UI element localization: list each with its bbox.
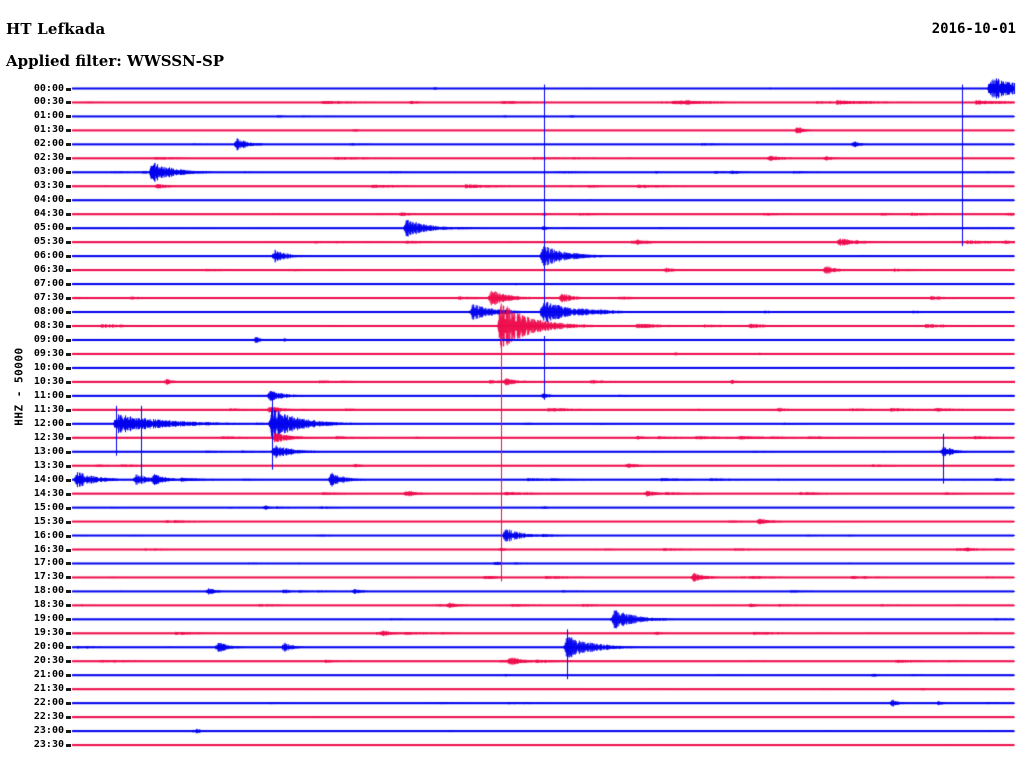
row-tick — [66, 604, 71, 608]
row-tick — [66, 394, 71, 398]
row-tick — [66, 185, 71, 189]
row-tick — [66, 716, 71, 720]
row-tick — [66, 87, 71, 91]
row-tick — [66, 674, 71, 678]
row-tick — [66, 506, 71, 510]
row-tick — [66, 660, 71, 664]
station-title: HT Lefkada — [6, 20, 106, 38]
row-tick — [66, 241, 71, 245]
helicorder-plot: 00:0000:3001:0001:3002:0002:3003:0003:30… — [0, 78, 1024, 772]
seismic-trace-canvas — [0, 78, 1024, 772]
row-tick — [66, 101, 71, 105]
applied-filter-label: Applied filter: WWSSN-SP — [6, 52, 225, 70]
row-tick — [66, 562, 71, 566]
row-tick — [66, 143, 71, 147]
row-tick — [66, 129, 71, 133]
row-tick — [66, 618, 71, 622]
row-tick — [66, 324, 71, 328]
row-tick — [66, 338, 71, 342]
row-tick — [66, 492, 71, 496]
record-date: 2016-10-01 — [931, 21, 1016, 37]
row-tick — [66, 115, 71, 119]
row-tick — [66, 227, 71, 231]
row-tick — [66, 632, 71, 636]
row-tick — [66, 520, 71, 524]
row-tick — [66, 297, 71, 301]
row-tick — [66, 255, 71, 259]
row-tick — [66, 590, 71, 594]
row-tick — [66, 534, 71, 538]
row-tick — [66, 283, 71, 287]
row-tick — [66, 730, 71, 734]
row-tick — [66, 366, 71, 370]
row-tick — [66, 688, 71, 692]
row-tick — [66, 464, 71, 468]
row-tick — [66, 380, 71, 384]
row-tick — [66, 171, 71, 175]
row-tick — [66, 548, 71, 552]
row-tick — [66, 702, 71, 706]
row-tick — [66, 157, 71, 161]
row-tick — [66, 450, 71, 454]
row-tick — [66, 269, 71, 273]
row-tick — [66, 408, 71, 412]
row-tick — [66, 744, 71, 748]
row-tick — [66, 422, 71, 426]
row-tick — [66, 576, 71, 580]
row-tick — [66, 199, 71, 203]
row-tick — [66, 213, 71, 217]
row-tick — [66, 646, 71, 650]
row-tick — [66, 352, 71, 356]
row-tick — [66, 436, 71, 440]
row-tick — [66, 311, 71, 315]
row-tick — [66, 478, 71, 482]
